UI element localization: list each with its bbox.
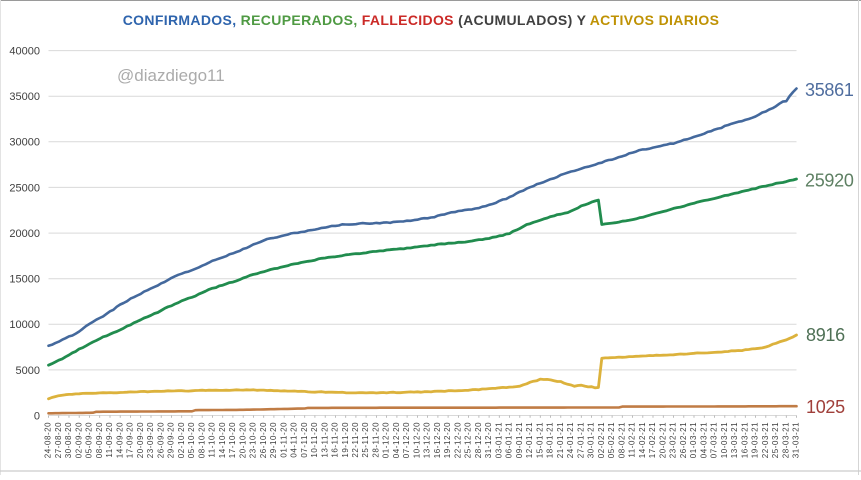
svg-text:02-02-21: 02-02-21	[597, 422, 606, 458]
svg-text:30000: 30000	[9, 137, 40, 149]
svg-text:10-12-20: 10-12-20	[413, 422, 422, 458]
svg-text:27-01-21: 27-01-21	[576, 422, 585, 458]
svg-text:23-10-20: 23-10-20	[249, 422, 258, 458]
svg-text:30-01-21: 30-01-21	[587, 422, 596, 458]
svg-text:07-11-20: 07-11-20	[300, 422, 309, 458]
svg-text:14-02-21: 14-02-21	[638, 422, 647, 458]
svg-text:11-10-20: 11-10-20	[208, 422, 217, 458]
svg-text:24-01-21: 24-01-21	[566, 422, 575, 458]
svg-text:23-02-21: 23-02-21	[669, 422, 678, 458]
svg-text:01-12-20: 01-12-20	[382, 422, 391, 458]
svg-text:16-12-20: 16-12-20	[433, 422, 442, 458]
svg-text:28-11-20: 28-11-20	[372, 422, 381, 458]
svg-text:@diazdiego11: @diazdiego11	[117, 66, 225, 85]
svg-text:13-03-21: 13-03-21	[730, 422, 739, 458]
svg-text:20-02-21: 20-02-21	[658, 422, 667, 458]
svg-text:05-02-21: 05-02-21	[607, 422, 616, 458]
svg-text:14-09-20: 14-09-20	[115, 422, 124, 458]
svg-text:11-09-20: 11-09-20	[105, 422, 114, 458]
svg-text:09-01-21: 09-01-21	[515, 422, 524, 458]
svg-text:01-03-21: 01-03-21	[689, 422, 698, 458]
svg-text:06-01-21: 06-01-21	[505, 422, 514, 458]
svg-text:11-02-21: 11-02-21	[628, 422, 637, 458]
svg-text:10-03-21: 10-03-21	[720, 422, 729, 458]
svg-text:05-09-20: 05-09-20	[85, 422, 94, 458]
svg-text:20-09-20: 20-09-20	[136, 422, 145, 458]
svg-text:29-09-20: 29-09-20	[167, 422, 176, 458]
svg-text:19-12-20: 19-12-20	[443, 422, 452, 458]
svg-text:15000: 15000	[9, 274, 40, 286]
svg-text:18-01-21: 18-01-21	[546, 422, 555, 458]
svg-text:17-09-20: 17-09-20	[126, 422, 135, 458]
svg-text:28-03-21: 28-03-21	[781, 422, 790, 458]
svg-text:8916: 8916	[806, 325, 845, 345]
svg-text:22-12-20: 22-12-20	[454, 422, 463, 458]
svg-text:14-10-20: 14-10-20	[218, 422, 227, 458]
svg-text:02-09-20: 02-09-20	[74, 422, 83, 458]
svg-text:10-11-20: 10-11-20	[310, 422, 319, 458]
svg-text:26-10-20: 26-10-20	[259, 422, 268, 458]
svg-text:17-10-20: 17-10-20	[228, 422, 237, 458]
svg-text:19-03-21: 19-03-21	[751, 422, 760, 458]
svg-text:40000: 40000	[9, 46, 40, 58]
svg-text:31-03-21: 31-03-21	[792, 422, 801, 458]
svg-text:04-11-20: 04-11-20	[290, 422, 299, 458]
svg-text:08-02-21: 08-02-21	[617, 422, 626, 458]
svg-text:07-03-21: 07-03-21	[710, 422, 719, 458]
svg-text:16-03-21: 16-03-21	[740, 422, 749, 458]
svg-text:22-03-21: 22-03-21	[761, 422, 770, 458]
svg-text:30-08-20: 30-08-20	[64, 422, 73, 458]
svg-text:25920: 25920	[805, 171, 854, 191]
svg-text:CONFIRMADOS, RECUPERADOS, FALL: CONFIRMADOS, RECUPERADOS, FALLECIDOS (AC…	[123, 12, 720, 28]
svg-text:27-08-20: 27-08-20	[54, 422, 63, 458]
svg-text:16-11-20: 16-11-20	[331, 422, 340, 458]
svg-text:13-11-20: 13-11-20	[320, 422, 329, 458]
svg-text:03-01-21: 03-01-21	[494, 422, 503, 458]
svg-text:12-01-21: 12-01-21	[525, 422, 534, 458]
svg-text:25-12-20: 25-12-20	[464, 422, 473, 458]
svg-text:04-12-20: 04-12-20	[392, 422, 401, 458]
svg-text:28-12-20: 28-12-20	[474, 422, 483, 458]
svg-text:26-02-21: 26-02-21	[679, 422, 688, 458]
svg-text:10000: 10000	[9, 319, 40, 331]
svg-text:1025: 1025	[806, 397, 845, 417]
svg-text:21-01-21: 21-01-21	[556, 422, 565, 458]
svg-text:17-02-21: 17-02-21	[648, 422, 657, 458]
svg-text:35861: 35861	[805, 80, 854, 100]
svg-text:25-11-20: 25-11-20	[361, 422, 370, 458]
svg-text:05-10-20: 05-10-20	[187, 422, 196, 458]
svg-text:02-10-20: 02-10-20	[177, 422, 186, 458]
svg-text:08-10-20: 08-10-20	[197, 422, 206, 458]
svg-text:25000: 25000	[9, 182, 40, 194]
svg-text:15-01-21: 15-01-21	[535, 422, 544, 458]
svg-text:35000: 35000	[9, 91, 40, 103]
svg-text:01-11-20: 01-11-20	[279, 422, 288, 458]
svg-text:24-08-20: 24-08-20	[44, 422, 53, 458]
svg-text:19-11-20: 19-11-20	[341, 422, 350, 458]
svg-text:23-09-20: 23-09-20	[146, 422, 155, 458]
svg-text:20000: 20000	[9, 228, 40, 240]
svg-text:0: 0	[34, 410, 40, 422]
svg-text:13-12-20: 13-12-20	[423, 422, 432, 458]
svg-text:5000: 5000	[16, 365, 40, 377]
svg-text:25-03-21: 25-03-21	[771, 422, 780, 458]
svg-text:20-10-20: 20-10-20	[238, 422, 247, 458]
svg-text:08-09-20: 08-09-20	[95, 422, 104, 458]
svg-text:29-10-20: 29-10-20	[269, 422, 278, 458]
svg-text:31-12-20: 31-12-20	[484, 422, 493, 458]
svg-text:22-11-20: 22-11-20	[351, 422, 360, 458]
svg-text:04-03-21: 04-03-21	[699, 422, 708, 458]
svg-text:07-12-20: 07-12-20	[402, 422, 411, 458]
svg-text:26-09-20: 26-09-20	[156, 422, 165, 458]
